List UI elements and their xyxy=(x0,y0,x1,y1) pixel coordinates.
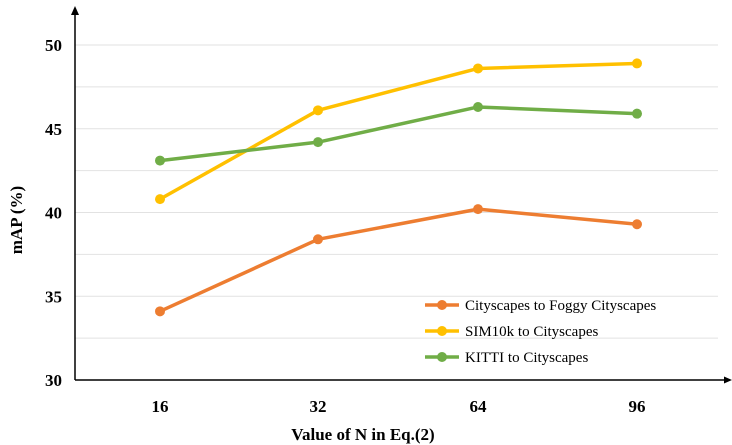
y-axis-arrow xyxy=(71,6,79,15)
series-1 xyxy=(155,58,642,205)
legend-item: SIM10k to Cityscapes xyxy=(425,324,598,340)
data-point xyxy=(632,108,642,119)
series-line xyxy=(158,61,639,201)
x-tick-label: 64 xyxy=(470,397,488,416)
axes xyxy=(71,6,732,384)
series-line xyxy=(158,105,639,163)
data-point xyxy=(473,63,483,74)
y-tick-label: 35 xyxy=(45,287,62,306)
data-point xyxy=(313,137,323,148)
legend-marker xyxy=(437,352,447,362)
legend-item: KITTI to Cityscapes xyxy=(425,350,588,366)
y-tick-label: 45 xyxy=(45,120,62,139)
data-point xyxy=(313,105,323,116)
legend-marker xyxy=(437,326,447,336)
series-0 xyxy=(155,204,642,317)
gridlines xyxy=(75,44,718,339)
legend-label: KITTI to Cityscapes xyxy=(465,350,588,366)
y-axis-title: mAP (%) xyxy=(7,186,26,254)
y-tick-label: 40 xyxy=(45,204,62,223)
x-tick-label: 96 xyxy=(629,397,646,416)
series xyxy=(155,58,642,317)
data-point xyxy=(473,101,483,112)
y-tick-label: 50 xyxy=(45,36,62,55)
y-tick-labels: 30 35 40 45 50 xyxy=(45,36,62,390)
legend-label: SIM10k to Cityscapes xyxy=(465,324,598,340)
legend-label: Cityscapes to Foggy Cityscapes xyxy=(465,298,656,314)
data-point xyxy=(313,234,323,245)
data-point xyxy=(632,58,642,69)
x-tick-label: 32 xyxy=(310,397,327,416)
x-tick-labels: 16 32 64 96 xyxy=(152,397,646,416)
y-tick-label: 30 xyxy=(45,371,62,390)
data-point xyxy=(155,194,165,205)
x-tick-label: 16 xyxy=(152,397,169,416)
series-2 xyxy=(155,101,642,166)
x-axis-arrow xyxy=(724,376,732,384)
series-line xyxy=(158,207,639,314)
data-point xyxy=(473,204,483,215)
legend-item: Cityscapes to Foggy Cityscapes xyxy=(425,298,656,314)
data-point xyxy=(155,155,165,166)
data-point xyxy=(155,306,165,317)
data-point xyxy=(632,219,642,230)
legend: Cityscapes to Foggy Cityscapes SIM10k to … xyxy=(425,298,656,366)
x-axis-title: Value of N in Eq.(2) xyxy=(291,425,434,444)
legend-marker xyxy=(437,300,447,310)
